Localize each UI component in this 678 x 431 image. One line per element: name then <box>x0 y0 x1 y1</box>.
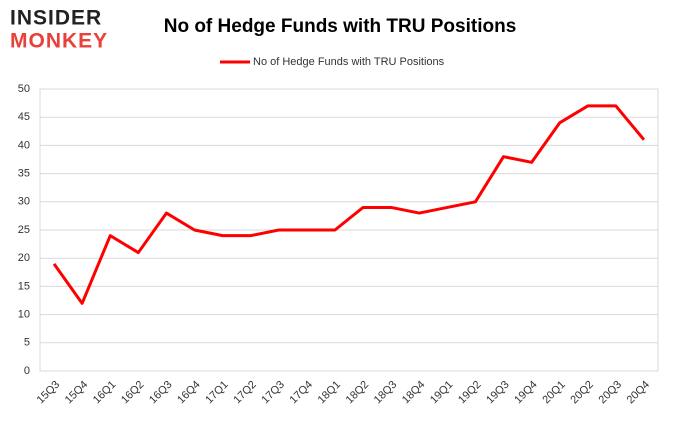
y-tick-label: 20 <box>18 252 30 264</box>
legend-label: No of Hedge Funds with TRU Positions <box>253 56 445 68</box>
logo-top: INSIDER <box>10 7 102 30</box>
y-tick-label: 45 <box>18 111 30 123</box>
y-tick-label: 25 <box>18 224 30 236</box>
data-line <box>52 104 646 305</box>
y-tick-label: 30 <box>18 196 30 208</box>
y-tick-label: 15 <box>18 280 30 292</box>
y-tick-label: 40 <box>18 139 30 151</box>
y-tick-label: 5 <box>24 337 30 349</box>
y-tick-label: 50 <box>18 83 30 95</box>
plot-border <box>39 88 659 372</box>
logo-bottom: MONKEY <box>10 30 108 53</box>
chart-title: No of Hedge Funds with TRU Positions <box>164 16 517 37</box>
y-tick-label: 35 <box>18 168 30 180</box>
y-tick-label: 0 <box>24 365 30 377</box>
y-tick-label: 10 <box>18 309 30 321</box>
